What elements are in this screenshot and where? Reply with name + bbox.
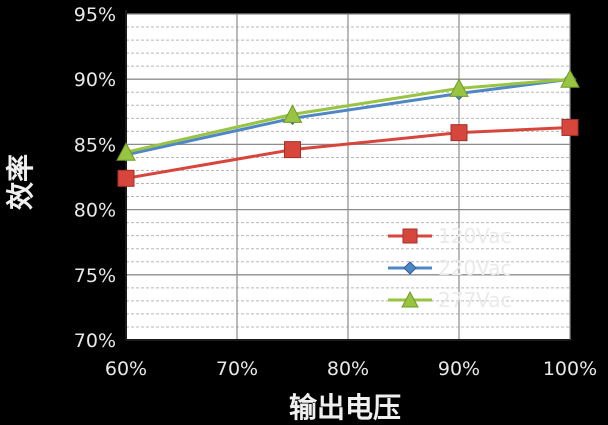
x-tick-label: 80% — [327, 358, 369, 380]
x-tick-label: 60% — [105, 358, 147, 380]
y-tick-label: 85% — [74, 134, 116, 156]
legend-entry: 220Vac — [388, 256, 512, 280]
legend-label: 277Vac — [438, 288, 512, 312]
x-tick-label: 100% — [543, 358, 597, 380]
x-tick-label: 90% — [438, 358, 480, 380]
y-tick-label: 70% — [74, 330, 116, 352]
data-point-square — [284, 141, 301, 159]
y-tick-label: 80% — [74, 200, 116, 222]
axes: 70% 75% 80% 85% 90% 95% 60% 70% 80% 90% 100% — [74, 4, 597, 380]
data-point-square — [117, 169, 135, 187]
data-point-triangle — [116, 142, 136, 161]
legend-label: 220Vac — [438, 256, 512, 280]
legend: 120Vac 220Vac 277Vac — [388, 224, 512, 312]
data-point-diamond — [403, 261, 417, 275]
x-axis-title: 输出电压 — [289, 391, 401, 424]
series-120Vac — [117, 118, 579, 187]
series-line — [125, 77, 571, 157]
data-point-triangle — [449, 78, 469, 97]
series-277Vac — [116, 69, 580, 161]
series-line — [125, 77, 571, 154]
y-tick-label: 90% — [74, 69, 116, 91]
legend-entry: 277Vac — [388, 288, 512, 312]
data-point-triangle — [282, 104, 303, 123]
series-group — [116, 69, 580, 187]
y-tick-label: 95% — [74, 4, 116, 26]
legend-label: 120Vac — [438, 224, 512, 248]
y-axis-title: 效率 — [4, 154, 37, 210]
x-tick-label: 70% — [216, 358, 258, 380]
data-point-square — [402, 228, 418, 244]
data-point-square — [561, 118, 579, 136]
data-point-triangle — [560, 69, 580, 88]
y-tick-label: 75% — [74, 265, 116, 287]
data-point-square — [450, 124, 468, 142]
series-line — [125, 125, 571, 180]
data-point-triangle — [401, 290, 419, 308]
legend-entry: 120Vac — [388, 224, 512, 248]
